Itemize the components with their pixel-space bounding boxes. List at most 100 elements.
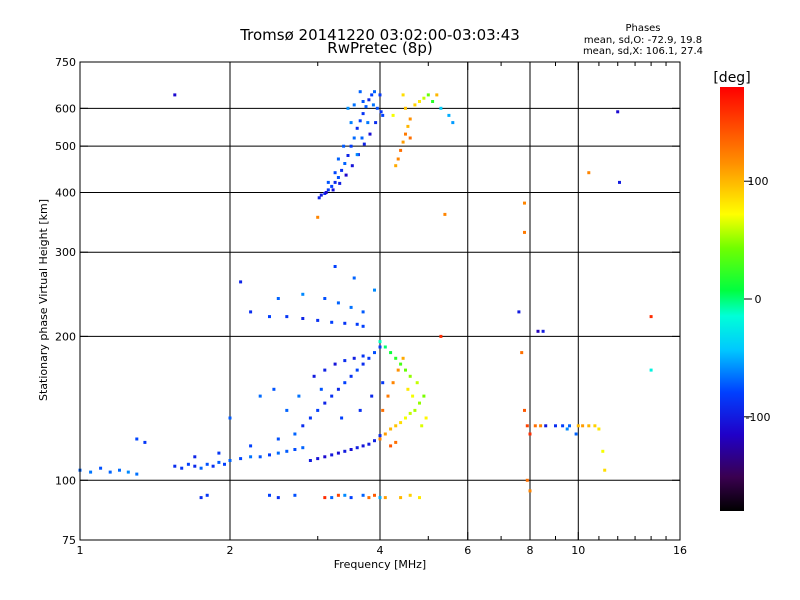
echo-point: [199, 466, 203, 470]
echo-point: [361, 100, 365, 103]
echo-point: [350, 164, 354, 168]
echo-point: [173, 464, 177, 468]
echo-point: [319, 193, 323, 197]
echo-point: [408, 493, 412, 497]
data-points: [78, 90, 653, 500]
echo-point: [340, 168, 344, 172]
echo-point: [649, 368, 653, 372]
echo-point: [301, 424, 305, 428]
echo-point: [297, 394, 301, 398]
echo-point: [389, 427, 393, 431]
echo-point: [358, 408, 362, 412]
echo-point: [361, 354, 365, 358]
echo-point: [180, 466, 184, 470]
y-tick-label: 600: [55, 102, 76, 115]
echo-point: [285, 315, 289, 319]
echo-point: [268, 493, 271, 497]
echo-point: [135, 437, 139, 441]
echo-point: [342, 144, 346, 148]
echo-point: [370, 394, 374, 398]
colorbar-tick-label: 0: [755, 293, 762, 306]
echo-point: [401, 140, 405, 144]
echo-point: [415, 381, 419, 385]
echo-point: [561, 424, 565, 428]
echo-point: [308, 416, 312, 420]
echo-point: [373, 90, 376, 94]
grid-lines: [80, 62, 680, 540]
echo-point: [326, 180, 330, 184]
echo-point: [418, 401, 421, 405]
echo-point: [333, 171, 337, 175]
echo-point: [413, 103, 417, 107]
echo-point: [378, 345, 382, 349]
echo-point: [536, 329, 540, 333]
echo-point: [249, 444, 253, 448]
echo-point: [199, 496, 203, 500]
echo-point: [340, 416, 344, 420]
echo-point: [399, 421, 403, 425]
echo-point: [330, 453, 334, 457]
echo-point: [601, 449, 605, 453]
echo-point: [239, 457, 243, 461]
echo-point: [258, 394, 262, 398]
echo-point: [336, 493, 340, 497]
echo-point: [525, 424, 529, 428]
echo-point: [361, 310, 365, 314]
echo-point: [285, 408, 289, 412]
echo-point: [355, 126, 359, 130]
echo-point: [373, 288, 376, 292]
echo-point: [355, 446, 359, 450]
echo-point: [223, 462, 226, 466]
echo-point: [541, 329, 545, 333]
echo-point: [422, 96, 426, 100]
echo-point: [443, 212, 447, 216]
echo-point: [352, 136, 356, 140]
echo-point: [367, 98, 371, 102]
colorbar-tick-label: -100: [746, 411, 771, 424]
echo-point: [373, 493, 376, 497]
echo-point: [401, 356, 405, 360]
echo-point: [276, 297, 280, 300]
echo-point: [373, 439, 376, 443]
echo-point: [333, 180, 337, 184]
stats-x: mean, sd,X: 106.1, 27.4: [583, 46, 703, 57]
echo-point: [418, 100, 421, 103]
echo-point: [349, 374, 353, 378]
echo-point: [435, 93, 439, 97]
echo-point: [211, 464, 215, 468]
echo-point: [378, 340, 382, 344]
echo-point: [336, 157, 340, 161]
echo-point: [375, 106, 379, 110]
echo-point: [649, 315, 653, 319]
echo-point: [343, 321, 347, 325]
echo-point: [333, 362, 337, 366]
echo-point: [597, 427, 601, 431]
echo-point: [408, 374, 412, 378]
echo-point: [399, 148, 403, 152]
echo-point: [379, 110, 383, 114]
echo-point: [344, 173, 348, 177]
chart-title: Tromsø 20141220 03:02:00-03:03:43: [239, 26, 520, 44]
echo-point: [217, 460, 221, 464]
x-tick-labels: 1 2 4 6 8 10 16: [77, 544, 688, 557]
y-tick-label: 400: [55, 186, 76, 199]
echo-point: [258, 455, 262, 459]
echo-point: [323, 297, 327, 300]
echo-point: [389, 351, 393, 355]
echo-point: [394, 424, 398, 428]
echo-point: [544, 424, 548, 428]
echo-point: [205, 493, 209, 497]
echo-point: [394, 164, 398, 168]
echo-point: [108, 470, 112, 474]
echo-point: [383, 496, 387, 500]
echo-point: [326, 188, 330, 192]
echo-point: [528, 489, 532, 493]
echo-point: [568, 424, 571, 428]
echo-point: [413, 408, 417, 412]
x-axis-label: Frequency [MHz]: [334, 558, 426, 571]
echo-point: [346, 106, 350, 110]
echo-point: [424, 416, 428, 420]
echo-point: [381, 408, 385, 412]
echo-point: [330, 496, 334, 500]
echo-point: [404, 106, 407, 110]
